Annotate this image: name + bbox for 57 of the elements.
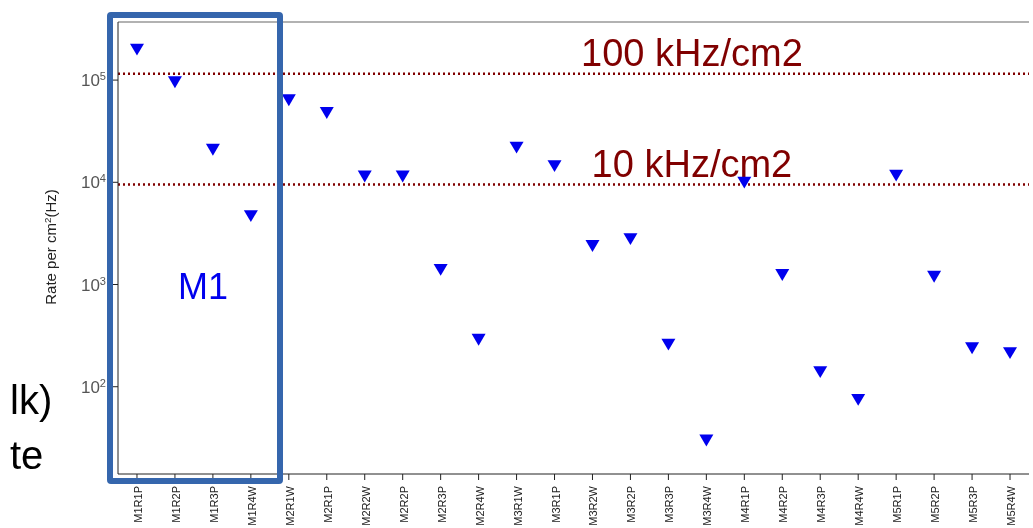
point: [661, 338, 676, 351]
x-tick-label: M1R2P: [169, 486, 182, 523]
point: [129, 43, 144, 56]
x-tick-label: M3R3P: [663, 486, 676, 523]
x-tick-label: M3R2W: [587, 485, 600, 526]
text: te: [10, 433, 44, 478]
point: [813, 366, 828, 379]
point: [167, 76, 182, 89]
x-tick-label: M2R3P: [435, 486, 448, 523]
annotation: M1: [178, 266, 229, 308]
y-tick-label: 10$^{5}$: [80, 70, 106, 91]
x-tick-label: M4R2P: [777, 486, 790, 523]
x-tick-label: M1R1P: [131, 486, 144, 523]
point: [281, 94, 296, 107]
y-tick-label: 10$^{2}$: [80, 376, 106, 397]
x-tick-label: M1R4W: [245, 485, 258, 526]
point: [623, 233, 638, 246]
point: [433, 263, 448, 276]
x-tick-label: M5R1P: [891, 486, 904, 523]
point: [737, 176, 752, 189]
point: [965, 342, 980, 355]
point: [319, 107, 334, 119]
x-tick-label: M3R1W: [511, 485, 524, 526]
x-tick-label: M5R3P: [967, 486, 980, 523]
x-tick-label: M1R3P: [207, 486, 220, 523]
point: [205, 143, 220, 156]
x-tick-label: M2R2W: [359, 485, 372, 526]
x-tick-label: M4R1P: [739, 486, 752, 523]
x-tick-label: M2R1W: [283, 485, 296, 526]
x-tick-label: M3R2P: [625, 486, 638, 523]
point: [927, 270, 942, 283]
point: [889, 169, 904, 182]
point: [395, 170, 410, 183]
point: [547, 160, 562, 173]
point: [243, 210, 258, 223]
x-tick-label: M2R4W: [473, 485, 486, 526]
x-tick-label: M3R1P: [549, 486, 562, 523]
y-tick-label: 10$^{3}$: [80, 274, 106, 295]
point: [471, 333, 486, 346]
x-tick-label: M5R4W: [1005, 485, 1018, 526]
text: lk): [10, 378, 53, 423]
x-tick-label: M2R2P: [397, 486, 410, 523]
x-tick-label: M2R1P: [321, 486, 334, 523]
x-tick-label: M5R2P: [929, 486, 942, 523]
ref-line-label: 10 kHz/cm2: [591, 142, 793, 185]
point: [1003, 347, 1018, 360]
point: [775, 269, 790, 281]
x-tick-label: M3R4W: [701, 485, 714, 526]
point: [585, 240, 600, 252]
ref-line-label: 100 kHz/cm2: [581, 31, 803, 74]
point: [509, 141, 524, 154]
point: [699, 434, 714, 447]
x-tick-label: M4R4W: [853, 485, 866, 526]
point: [357, 170, 372, 183]
point: [851, 393, 866, 406]
x-tick-label: M4R3P: [815, 486, 828, 523]
y-tick-label: 10$^{4}$: [80, 172, 106, 193]
